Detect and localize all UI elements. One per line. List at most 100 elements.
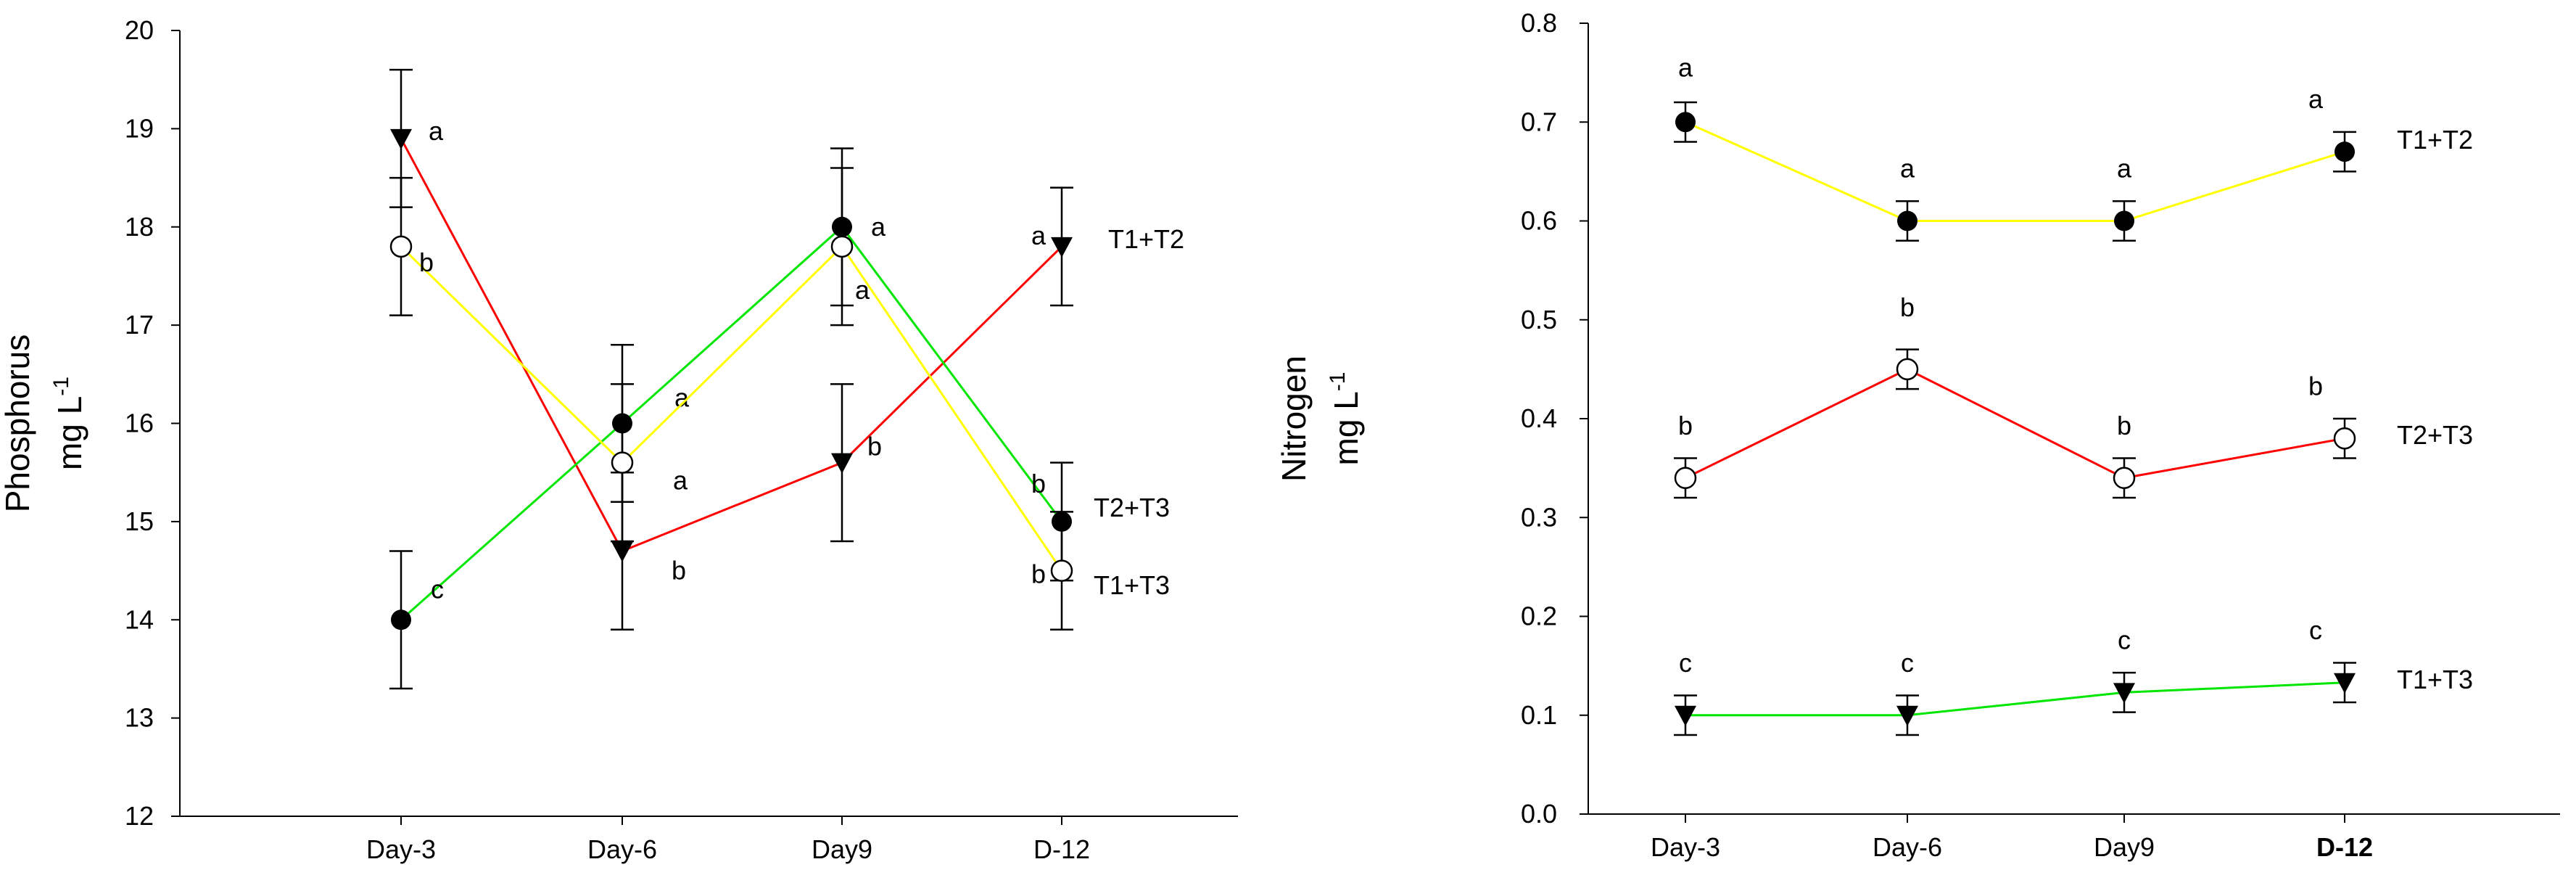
x-tick-label: Day-6 bbox=[1873, 832, 1942, 862]
significance-letter: a bbox=[1900, 154, 1915, 184]
series-t1-t3: b a a b T1+T3 bbox=[389, 167, 1170, 631]
data-point bbox=[2113, 683, 2135, 704]
nitrogen-chart: 0.0 0.1 0.2 0.3 0.4 0.5 0.6 0.7 0.8 Day-3 Day-6 Day… bbox=[1275, 8, 2560, 862]
y-axis-title: Nitrogen bbox=[1275, 356, 1313, 482]
x-tick-label: Day-3 bbox=[1651, 832, 1720, 862]
series-label: T1+T3 bbox=[2397, 665, 2473, 694]
y-tick-label: 13 bbox=[125, 703, 154, 733]
y-tick-label: 0.3 bbox=[1521, 502, 1557, 532]
x-tick-label: D-12 bbox=[1033, 834, 1090, 864]
data-point bbox=[1051, 237, 1073, 258]
significance-letter: a bbox=[674, 383, 690, 413]
y-tick-label: 16 bbox=[125, 408, 154, 438]
series-line bbox=[400, 225, 1063, 621]
x-tick-label: Day-6 bbox=[587, 834, 657, 864]
significance-letter: c bbox=[431, 574, 444, 604]
y-axis-unit-base: mg L bbox=[51, 396, 88, 470]
y-tick-label: 0.0 bbox=[1521, 799, 1557, 829]
data-point bbox=[611, 541, 633, 562]
y-tick-label: 19 bbox=[125, 113, 154, 143]
data-point bbox=[1050, 559, 1073, 582]
significance-letter: b bbox=[2117, 411, 2131, 440]
y-tick-label: 0.1 bbox=[1521, 700, 1557, 730]
series-line bbox=[400, 245, 1063, 572]
x-tick-label: Day9 bbox=[812, 834, 872, 864]
y-axis-title: Phosphorus bbox=[0, 334, 36, 513]
significance-letter: c bbox=[1901, 648, 1914, 678]
series-line bbox=[1685, 368, 2345, 480]
y-axis-unit-exponent: -1 bbox=[49, 377, 73, 396]
significance-letter: b bbox=[2308, 371, 2323, 401]
significance-letter: b bbox=[1031, 559, 1046, 589]
y-axis-unit: mg L-1 bbox=[49, 377, 88, 470]
y-tick-label: 0.4 bbox=[1521, 403, 1557, 433]
y-axis-unit-base: mg L bbox=[1327, 391, 1365, 465]
data-point bbox=[2334, 141, 2355, 163]
significance-letter: c bbox=[2118, 625, 2131, 654]
significance-letter: b bbox=[1678, 411, 1693, 440]
significance-letter: a bbox=[855, 275, 870, 305]
significance-letter: b bbox=[419, 247, 434, 277]
y-tick-label: 0.2 bbox=[1521, 601, 1557, 631]
data-point bbox=[611, 451, 634, 474]
significance-letter: c bbox=[1679, 648, 1692, 678]
series-label: T1+T2 bbox=[1108, 224, 1184, 254]
y-axis-unit-exponent: -1 bbox=[1326, 372, 1350, 392]
significance-letter: a bbox=[1031, 221, 1046, 250]
series-label: T2+T3 bbox=[2397, 420, 2473, 450]
x-tick-label: Day-3 bbox=[366, 834, 436, 864]
y-axis-unit: mg L-1 bbox=[1326, 372, 1365, 466]
series-t1-t3: c c c c T1+T3 bbox=[1674, 615, 2473, 736]
y-tick-label: 17 bbox=[125, 310, 154, 340]
significance-letter: a bbox=[2308, 84, 2324, 114]
significance-letter: a bbox=[2117, 154, 2132, 184]
series-label: T2+T3 bbox=[1094, 493, 1170, 522]
series-t2-t3: b b b b T2+T3 bbox=[1674, 292, 2473, 499]
series-label: T1+T2 bbox=[2397, 125, 2473, 155]
x-tick-label: Day9 bbox=[2094, 832, 2155, 862]
data-point bbox=[2113, 467, 2136, 489]
data-point bbox=[1897, 210, 1917, 231]
y-tick-label: 14 bbox=[125, 604, 154, 634]
y-tick-label: 12 bbox=[125, 801, 154, 831]
series-t1-t2: a a a a T1+T2 bbox=[1674, 52, 2473, 242]
y-tick-label: 0.6 bbox=[1521, 206, 1557, 236]
data-point bbox=[390, 128, 412, 149]
data-point bbox=[389, 235, 413, 258]
data-point bbox=[1675, 112, 1696, 133]
phosphorus-chart: 12 13 14 15 16 17 18 19 20 Day-3 Day-6 Day9 D-12 Phos… bbox=[0, 15, 1238, 864]
series-line bbox=[400, 138, 1063, 553]
significance-letter: b bbox=[867, 432, 882, 461]
series-line bbox=[1685, 120, 2345, 222]
data-point bbox=[2333, 427, 2356, 450]
y-tick-label: 15 bbox=[125, 506, 154, 536]
data-point bbox=[2334, 673, 2356, 694]
series-label: T1+T3 bbox=[1094, 570, 1170, 600]
significance-letter: b bbox=[1031, 469, 1046, 498]
data-point bbox=[1674, 467, 1697, 489]
significance-letter: b bbox=[1900, 292, 1915, 322]
y-tick-label: 18 bbox=[125, 212, 154, 242]
data-point bbox=[1675, 705, 1696, 726]
y-tick-label: 0.5 bbox=[1521, 305, 1557, 334]
significance-letter: b bbox=[672, 555, 686, 585]
series-line bbox=[1685, 681, 2345, 717]
significance-letter: c bbox=[2309, 615, 2322, 645]
significance-letter: a bbox=[429, 116, 444, 146]
y-tick-label: 0.8 bbox=[1521, 8, 1557, 38]
series-t2-t3: c a a b T2+T3 bbox=[389, 147, 1170, 690]
data-point bbox=[830, 235, 854, 258]
significance-letter: a bbox=[673, 466, 688, 496]
y-tick-label: 20 bbox=[125, 15, 154, 45]
significance-letter: a bbox=[1678, 52, 1693, 82]
y-tick-label: 0.7 bbox=[1521, 107, 1557, 136]
data-point bbox=[391, 609, 411, 631]
significance-letter: a bbox=[871, 212, 886, 242]
data-point bbox=[831, 453, 853, 474]
data-point bbox=[2114, 210, 2134, 231]
x-tick-label: D-12 bbox=[2316, 832, 2373, 862]
data-point bbox=[1896, 358, 1919, 381]
series-t1-t2: a b b a T1+T2 bbox=[389, 68, 1184, 631]
data-point bbox=[1896, 705, 1918, 726]
